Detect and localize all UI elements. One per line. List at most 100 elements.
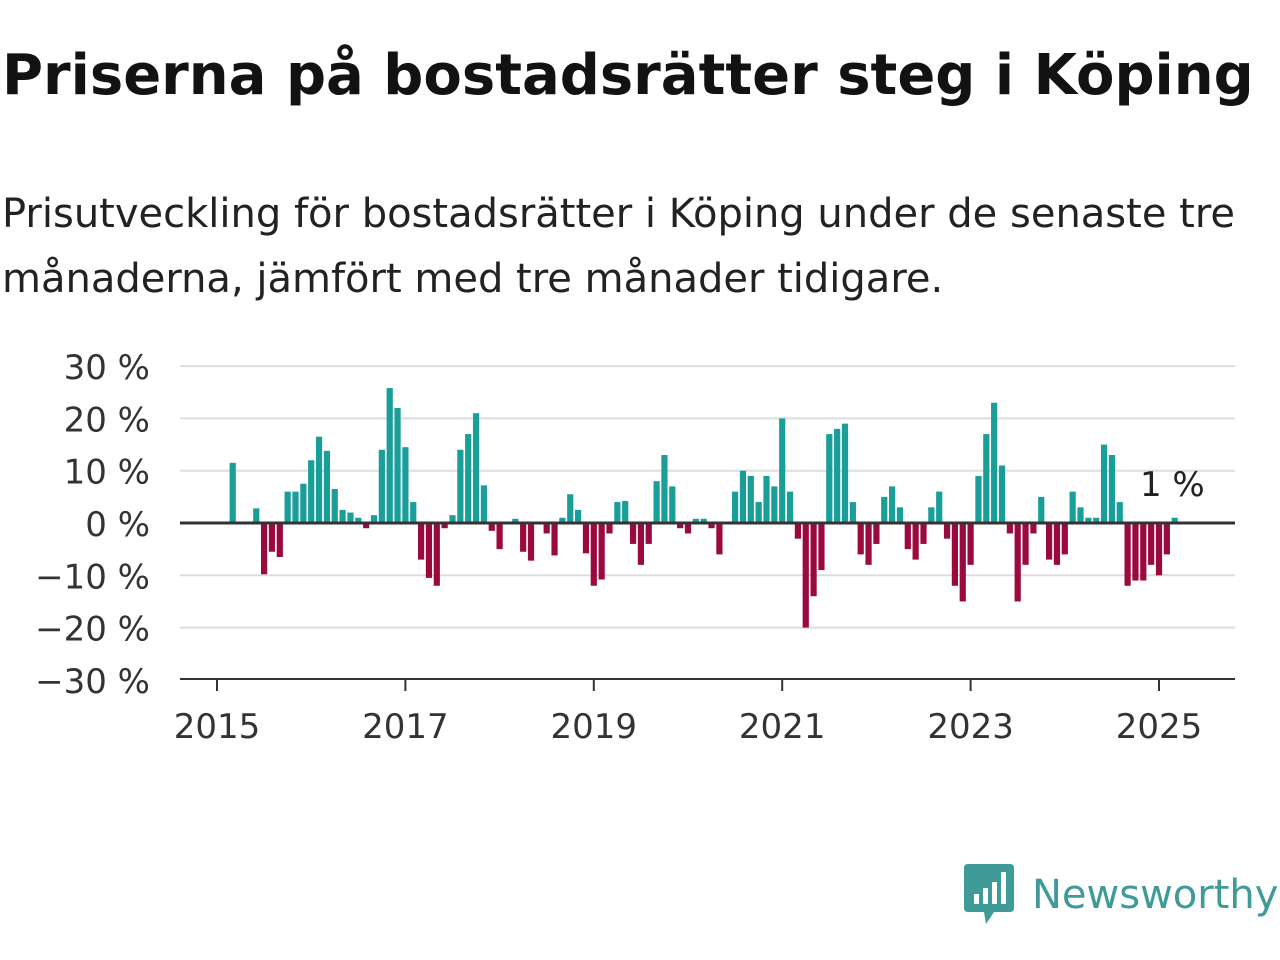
bar-2023-12 (1053, 523, 1061, 565)
bar-2016-07 (355, 517, 362, 523)
bar-2017-09 (465, 434, 472, 523)
x-tick-label: 2025 (1116, 707, 1203, 747)
bar-2022-04 (896, 507, 904, 523)
bar-2023-11 (1046, 523, 1053, 560)
bar-2019-09 (653, 481, 660, 523)
x-tick-label: 2019 (551, 707, 638, 747)
bar-2023-07 (1014, 523, 1021, 602)
bar-2017-12 (488, 523, 495, 531)
bar-2015-12 (300, 483, 307, 523)
bar-2020-08 (739, 470, 747, 523)
logo-text: Newsworthy (1032, 872, 1279, 918)
bar-2019-11 (669, 486, 676, 523)
axes (180, 521, 1235, 691)
bar-2019-08 (645, 523, 652, 544)
bar-2016-05 (339, 509, 346, 523)
bar-2019-05 (622, 501, 629, 523)
bar-2025-01 (1155, 523, 1163, 576)
annotations: 1 % (1140, 465, 1205, 505)
bar-2023-08 (1022, 523, 1029, 565)
bar-2022-09 (936, 491, 943, 523)
bar-2023-02 (975, 475, 982, 523)
bar-2018-04 (520, 523, 527, 552)
y-tick-label: −20 % (35, 610, 150, 650)
bar-2024-04 (1085, 517, 1092, 523)
bar-2021-06 (818, 523, 825, 571)
bar-2020-11 (763, 475, 770, 523)
bar-2016-01 (308, 460, 315, 523)
bar-2017-03 (418, 523, 425, 560)
bar-2016-11 (386, 388, 393, 523)
bar-2024-12 (1148, 523, 1155, 565)
y-tick-label: −30 % (35, 662, 150, 702)
bar-2017-02 (410, 502, 417, 523)
bar-2022-03 (889, 486, 896, 523)
y-tick-label: 30 % (64, 348, 150, 388)
y-tick-label: 0 % (85, 505, 150, 545)
bar-2020-12 (771, 486, 778, 523)
bar-2019-01 (590, 523, 597, 586)
bar-2021-12 (865, 523, 872, 565)
bar-2023-09 (1030, 523, 1037, 534)
bar-2017-05 (433, 523, 440, 586)
bar-2016-10 (378, 449, 385, 523)
bar-2021-05 (810, 523, 817, 597)
bar-2015-06 (253, 508, 260, 523)
bar-2021-09 (841, 423, 849, 523)
bar-2023-01 (967, 523, 974, 565)
bar-2019-12 (677, 523, 684, 529)
bar-2023-06 (1006, 523, 1013, 534)
bar-2016-02 (315, 436, 323, 523)
bar-2018-09 (559, 517, 566, 523)
bar-2017-11 (480, 485, 487, 523)
bar-2019-10 (661, 455, 668, 523)
bar-2020-05 (716, 523, 723, 555)
bar-2024-06 (1100, 444, 1108, 523)
y-tick-label: −10 % (35, 557, 150, 597)
bar-2022-11 (951, 523, 958, 586)
chart-title: Priserna på bostadsrätter steg i Köping (2, 43, 1254, 108)
x-axis-labels: 2015 2017 2019 2021 2023 2025 (174, 707, 1203, 747)
bar-2018-05 (527, 523, 535, 561)
bar-2018-12 (582, 523, 590, 554)
bar-2024-07 (1108, 455, 1115, 523)
bar-2018-11 (575, 509, 582, 523)
bar-2024-08 (1116, 502, 1123, 523)
bar-2016-04 (331, 489, 338, 523)
x-tick-label: 2015 (174, 707, 261, 747)
bar-2019-02 (598, 523, 605, 580)
bar-2015-09 (276, 523, 283, 557)
bar-2023-04 (991, 402, 998, 523)
bar-2017-08 (457, 449, 464, 523)
bar-2024-02 (1069, 491, 1076, 523)
bar-2025-02 (1163, 523, 1170, 555)
bar-2024-09 (1124, 523, 1131, 586)
bar-2017-01 (402, 447, 409, 523)
bar-2018-08 (551, 523, 558, 556)
bar-2023-03 (983, 434, 990, 523)
bar-2021-01 (779, 418, 786, 523)
x-tick-label: 2017 (362, 707, 449, 747)
bar-2018-03 (512, 518, 519, 523)
bar-2016-12 (394, 407, 401, 523)
chart-subtitle: Prisutveckling för bostadsrätter i Köpin… (2, 191, 1236, 302)
bar-2020-01 (684, 523, 692, 534)
bar-2017-04 (425, 523, 433, 578)
bar-2021-02 (786, 491, 794, 523)
bar-2021-04 (802, 523, 809, 628)
bar-2022-07 (920, 523, 927, 544)
bar-2016-06 (347, 512, 354, 523)
bar-2025-03 (1171, 517, 1178, 523)
bar-2022-08 (928, 507, 935, 523)
bar-2020-02 (692, 518, 699, 523)
bar-2019-06 (629, 523, 637, 544)
bar-2019-04 (614, 502, 621, 523)
bar-2023-05 (998, 465, 1006, 523)
bar-2023-10 (1038, 496, 1045, 523)
bar-2021-08 (834, 428, 841, 523)
y-axis-labels: 30 % 20 % 10 % 0 % −10 % −20 % −30 % (35, 348, 150, 702)
bar-2020-04 (708, 523, 715, 529)
bar-2022-02 (881, 496, 888, 523)
newsworthy-chart-icon (964, 864, 1014, 924)
